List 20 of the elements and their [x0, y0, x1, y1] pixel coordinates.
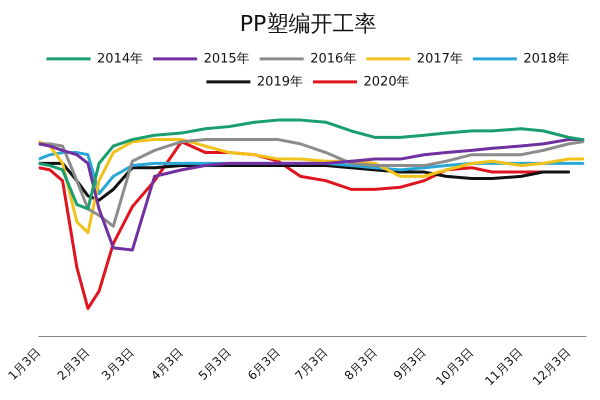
legend-label: 2016年: [310, 51, 356, 66]
x-tick-label: 9月3日: [390, 345, 429, 383]
legend-label: 2020年: [364, 74, 410, 90]
legend-label: 2015年: [204, 51, 250, 66]
legend-label: 2017年: [416, 51, 463, 66]
legend-label: 2019年: [256, 74, 304, 90]
x-tick-label: 2月3日: [54, 345, 92, 383]
x-tick-label: 1月3日: [5, 345, 44, 383]
chart-title: PP塑编开工率: [240, 12, 376, 37]
x-tick-label: 5月3日: [196, 345, 234, 383]
x-tick-label: 12月3日: [530, 345, 573, 388]
legend-label: 2018年: [523, 51, 570, 66]
x-tick-label: 8月3日: [342, 345, 380, 383]
x-tick-label: 10月3日: [433, 345, 476, 388]
x-tick-label: 3月3日: [99, 345, 137, 383]
x-tick-label: 6月3日: [244, 345, 283, 383]
x-tick-label: 7月3日: [292, 345, 330, 383]
legend-label: 2014年: [97, 51, 144, 66]
x-tick-label: 11月3日: [482, 345, 526, 388]
x-tick-label: 4月3日: [148, 345, 186, 383]
